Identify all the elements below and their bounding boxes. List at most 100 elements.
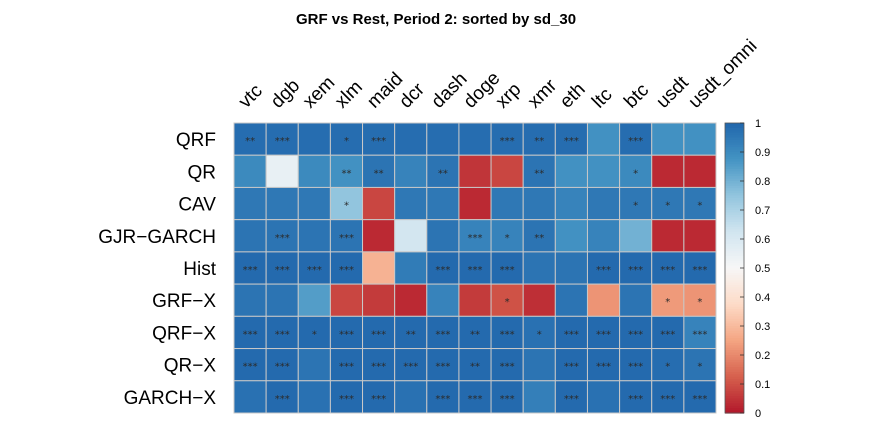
heatmap-cell <box>297 154 331 188</box>
heatmap-cell <box>458 251 492 285</box>
heatmap-cell <box>586 122 621 156</box>
heatmap-cell <box>619 154 653 188</box>
significance-label: * <box>665 201 670 212</box>
column-label: xlm <box>331 77 367 113</box>
colorbar-segment <box>725 234 744 238</box>
column-label: dash <box>428 69 472 113</box>
heatmap-cell <box>522 122 556 156</box>
heatmap-cell <box>490 283 524 317</box>
heatmap-cell <box>265 186 299 221</box>
heatmap-cell <box>426 348 460 382</box>
colorbar-segment <box>725 398 744 402</box>
colorbar-segment <box>725 219 744 223</box>
colorbar-segment <box>725 280 744 284</box>
colorbar-segment <box>725 326 744 330</box>
significance-label: *** <box>371 362 386 373</box>
significance-label: * <box>505 297 510 308</box>
heatmap-cell <box>265 154 299 188</box>
row-label: CAV <box>178 195 216 216</box>
colorbar-segment <box>725 384 744 388</box>
colorbar-segment <box>725 236 744 240</box>
heatmap-cell <box>458 122 492 156</box>
column-label: vtc <box>235 81 267 113</box>
colorbar-segment <box>725 255 744 259</box>
chart-title: GRF vs Rest, Period 2: sorted by sd_30 <box>296 11 576 28</box>
colorbar-segment <box>725 222 744 226</box>
column-label: ltc <box>588 84 616 112</box>
column-label: maid <box>363 69 407 113</box>
heatmap-cell <box>619 380 653 414</box>
heatmap-cell <box>522 380 556 414</box>
heatmap-cell <box>233 380 267 414</box>
colorbar-segment <box>725 178 744 182</box>
heatmap-cell <box>426 315 460 350</box>
heatmap-cell <box>683 154 717 188</box>
heatmap-cell <box>233 251 267 285</box>
colorbar-segment <box>725 251 744 255</box>
colorbar-segment <box>725 369 744 373</box>
significance-label: *** <box>628 362 643 373</box>
colorbar-segment <box>725 282 744 286</box>
colorbar-segment <box>725 379 744 383</box>
colorbar-segment <box>725 168 744 172</box>
significance-label: *** <box>371 329 386 340</box>
significance-label: * <box>505 233 510 244</box>
significance-label: * <box>537 329 542 340</box>
colorbar-segment <box>725 393 744 397</box>
heatmap-cell <box>490 154 524 188</box>
colorbar-segment <box>725 263 744 267</box>
colorbar-segment <box>725 135 744 139</box>
significance-label: ** <box>470 362 480 373</box>
colorbar-segment <box>725 408 744 412</box>
significance-label: *** <box>275 233 290 244</box>
significance-label: *** <box>596 265 611 276</box>
colorbar-segment <box>725 154 744 158</box>
significance-label: ** <box>374 168 384 179</box>
colorbar-segment <box>725 188 744 192</box>
heatmap-cell <box>651 154 685 188</box>
colorbar-segment <box>725 156 744 160</box>
colorbar-segment <box>725 226 744 230</box>
colorbar-tick-label: 0.4 <box>755 292 770 304</box>
significance-label: * <box>633 168 638 179</box>
significance-label: *** <box>500 136 515 147</box>
heatmap-cell <box>297 251 331 285</box>
colorbar-segment <box>725 265 744 269</box>
heatmap-cell <box>297 380 331 414</box>
colorbar-tick-label: 0.3 <box>755 321 770 333</box>
heatmap-cell <box>297 315 331 350</box>
colorbar-segment <box>725 243 744 247</box>
significance-label: * <box>665 362 670 373</box>
heatmap-cell <box>297 283 331 317</box>
row-label: QR <box>188 162 217 183</box>
significance-label: *** <box>468 265 483 276</box>
colorbar-segment <box>725 132 744 136</box>
heatmap-cell <box>651 251 685 285</box>
colorbar-segment <box>725 316 744 320</box>
colorbar-segment <box>725 330 744 334</box>
heatmap-cell <box>458 283 492 317</box>
heatmap-cell <box>490 315 524 350</box>
heatmap-cell <box>619 219 653 253</box>
heatmap-cell <box>683 122 717 156</box>
significance-label: *** <box>628 265 643 276</box>
heatmap-cell <box>651 219 685 253</box>
significance-label: *** <box>468 233 483 244</box>
significance-label: ** <box>341 168 351 179</box>
heatmap-cell <box>297 122 331 156</box>
colorbar-tick-label: 0.2 <box>755 350 770 362</box>
significance-label: *** <box>435 329 450 340</box>
colorbar-segment <box>725 231 744 235</box>
colorbar-segment <box>725 200 744 204</box>
colorbar-segment <box>725 352 744 356</box>
colorbar-tick-label: 0.8 <box>755 176 770 188</box>
significance-label: *** <box>275 136 290 147</box>
colorbar-segment <box>725 210 744 214</box>
heatmap-cell <box>554 380 588 414</box>
colorbar-segment <box>725 190 744 194</box>
colorbar-segment <box>725 125 744 129</box>
colorbar-segment <box>725 405 744 409</box>
significance-label: *** <box>275 329 290 340</box>
